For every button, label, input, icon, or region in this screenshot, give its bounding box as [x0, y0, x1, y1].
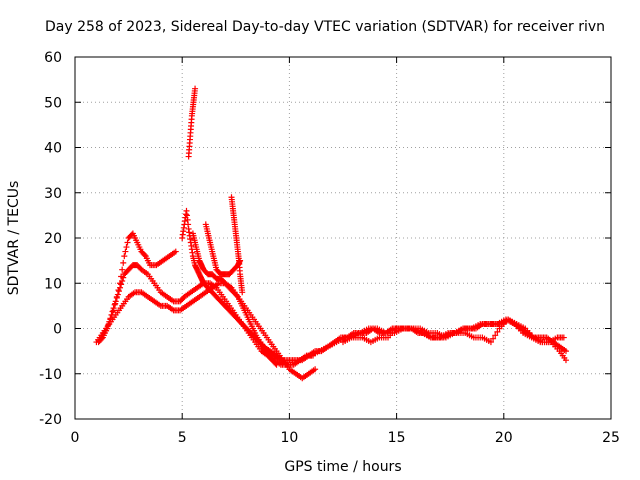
data-point	[113, 293, 120, 300]
grid	[75, 57, 611, 419]
data-point	[487, 339, 494, 346]
data-point	[272, 360, 279, 367]
series-spike-h	[228, 194, 246, 296]
data-point	[490, 335, 497, 342]
data-point	[239, 289, 246, 296]
y-tick-label: 30	[44, 186, 62, 202]
data-point	[172, 248, 179, 255]
data-point	[115, 287, 122, 294]
data-point	[562, 357, 569, 364]
y-axis-label: SDTVAR / TECUs	[6, 181, 22, 296]
data-point	[560, 334, 567, 341]
data-point	[118, 273, 125, 280]
data-point	[121, 253, 128, 260]
y-tick-label: 50	[44, 95, 62, 111]
series-track-a	[95, 262, 316, 368]
axis-ticks: 0 5 10 15 20 25 -20 -10 0 10 20 30 40 50 60	[39, 50, 620, 446]
data-point	[562, 348, 569, 355]
chart-title: Day 258 of 2023, Sidereal Day-to-day VTE…	[45, 19, 605, 35]
data-point	[118, 281, 125, 288]
data-point	[192, 85, 199, 92]
data-point	[117, 280, 124, 287]
data-point	[124, 239, 131, 246]
series-track-b	[97, 230, 179, 341]
data-point	[494, 328, 501, 335]
x-tick-label: 10	[280, 430, 298, 446]
x-axis-label: GPS time / hours	[284, 459, 401, 475]
y-tick-label: -10	[39, 367, 62, 383]
x-tick-label: 5	[178, 430, 187, 446]
series-spike-e	[185, 85, 199, 160]
x-tick-label: 20	[495, 430, 513, 446]
x-tick-label: 25	[602, 430, 620, 446]
data-point	[273, 361, 280, 368]
data-point	[120, 259, 127, 266]
data-point	[119, 266, 126, 273]
data-point	[312, 366, 319, 373]
data-point	[122, 248, 129, 255]
data-points	[93, 85, 569, 382]
data-point	[492, 332, 499, 339]
data-point	[233, 292, 240, 299]
data-point	[141, 251, 148, 258]
data-point	[110, 307, 117, 314]
series-track-f	[189, 230, 280, 368]
y-tick-label: 60	[44, 50, 62, 66]
data-point	[123, 244, 130, 251]
y-tick-label: 10	[44, 276, 62, 292]
y-tick-label: 0	[53, 322, 62, 338]
y-tick-label: 40	[44, 141, 62, 157]
data-point	[112, 300, 119, 307]
y-tick-label: -20	[39, 412, 62, 428]
x-tick-label: 0	[71, 430, 80, 446]
y-tick-label: 20	[44, 231, 62, 247]
x-tick-label: 15	[388, 430, 406, 446]
series-track-k	[340, 316, 567, 346]
